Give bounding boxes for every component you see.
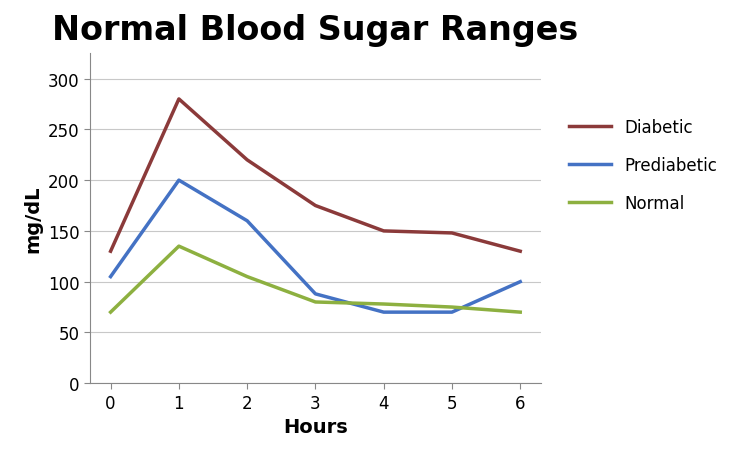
Diabetic (379, 229, 388, 234)
Normal (243, 274, 252, 280)
Prediabetic (106, 274, 115, 280)
Prediabetic (448, 310, 457, 315)
Diabetic (311, 203, 320, 209)
Line: Normal: Normal (110, 247, 520, 313)
X-axis label: Hours: Hours (283, 417, 348, 436)
Prediabetic (516, 279, 525, 285)
Title: Normal Blood Sugar Ranges: Normal Blood Sugar Ranges (53, 14, 578, 47)
Diabetic (243, 158, 252, 163)
Y-axis label: mg/dL: mg/dL (23, 185, 43, 253)
Prediabetic (379, 310, 388, 315)
Line: Diabetic: Diabetic (110, 100, 520, 252)
Prediabetic (174, 178, 183, 184)
Normal (516, 310, 525, 315)
Diabetic (106, 249, 115, 254)
Legend: Diabetic, Prediabetic, Normal: Diabetic, Prediabetic, Normal (562, 112, 724, 219)
Diabetic (174, 97, 183, 102)
Normal (311, 299, 320, 305)
Normal (106, 310, 115, 315)
Normal (174, 244, 183, 249)
Diabetic (448, 231, 457, 236)
Prediabetic (243, 219, 252, 224)
Normal (379, 302, 388, 307)
Diabetic (516, 249, 525, 254)
Prediabetic (311, 291, 320, 297)
Line: Prediabetic: Prediabetic (110, 181, 520, 313)
Normal (448, 305, 457, 310)
